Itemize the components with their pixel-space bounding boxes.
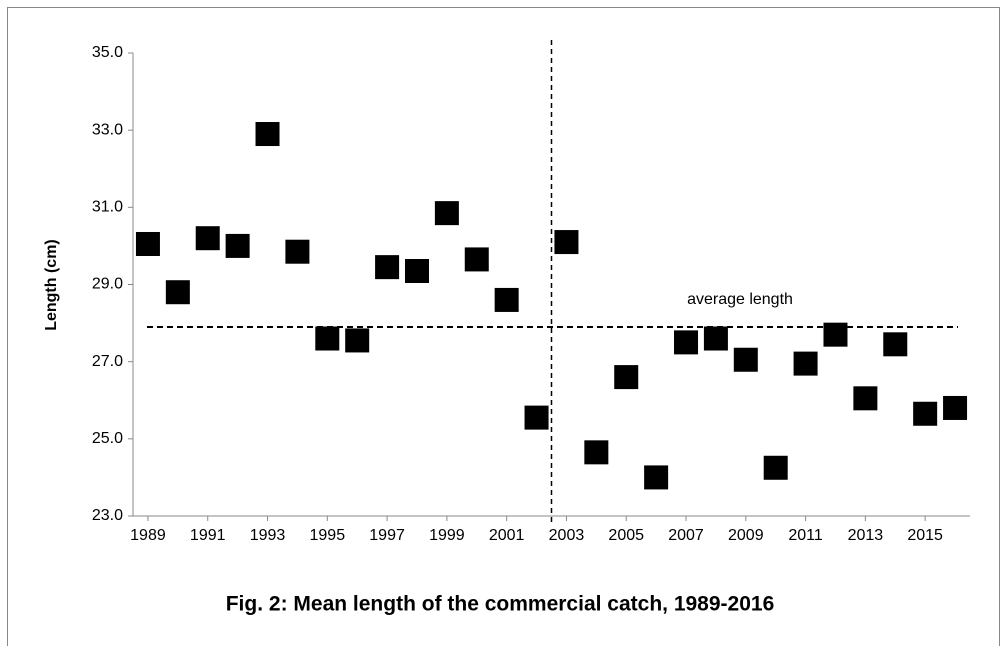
x-tick-label: 2013 bbox=[848, 527, 884, 544]
x-tick-label: 1995 bbox=[310, 527, 346, 544]
point bbox=[644, 465, 669, 490]
x-tick-label: 2003 bbox=[549, 527, 585, 544]
frame bbox=[7, 7, 1000, 646]
x-tick-label: 2011 bbox=[788, 527, 823, 544]
point bbox=[165, 280, 190, 305]
point bbox=[674, 330, 699, 355]
point bbox=[853, 386, 878, 411]
y-tick-label: 31.0 bbox=[92, 199, 123, 216]
x-tick-label: 1991 bbox=[190, 527, 226, 544]
y-axis-label: Length (cm) bbox=[43, 239, 60, 331]
point bbox=[434, 201, 459, 226]
point bbox=[225, 233, 250, 258]
x-tick-label: 1999 bbox=[429, 527, 465, 544]
point bbox=[584, 440, 609, 465]
point bbox=[883, 332, 908, 357]
x-tick-label: 1997 bbox=[369, 527, 405, 544]
point bbox=[404, 258, 429, 283]
point bbox=[494, 287, 519, 312]
x-tick-label: 2001 bbox=[489, 527, 525, 544]
point bbox=[315, 326, 340, 351]
point bbox=[464, 247, 489, 272]
point bbox=[614, 365, 639, 390]
x-tick-label: 2009 bbox=[728, 527, 764, 544]
point bbox=[554, 230, 579, 255]
y-tick-label: 29.0 bbox=[92, 276, 123, 293]
point bbox=[733, 347, 758, 372]
point bbox=[195, 226, 220, 251]
point bbox=[375, 255, 400, 280]
point bbox=[913, 401, 938, 426]
y-tick-label: 23.0 bbox=[92, 507, 123, 524]
point bbox=[524, 405, 549, 430]
point bbox=[345, 328, 370, 353]
point bbox=[703, 326, 728, 351]
y-tick-label: 25.0 bbox=[92, 430, 123, 447]
annotation: average length bbox=[687, 291, 793, 308]
x-tick-label: 2005 bbox=[608, 527, 644, 544]
point bbox=[793, 351, 818, 376]
chart-title: Fig. 2: Mean length of the commercial ca… bbox=[226, 593, 775, 616]
point bbox=[255, 122, 280, 147]
y-tick-label: 35.0 bbox=[92, 44, 123, 61]
x-tick-label: 1993 bbox=[250, 527, 286, 544]
point bbox=[823, 322, 848, 347]
point bbox=[763, 455, 788, 480]
point bbox=[135, 231, 160, 256]
x-tick-label: 2015 bbox=[907, 527, 943, 544]
y-tick-label: 27.0 bbox=[92, 353, 123, 370]
x-tick-label: 2007 bbox=[668, 527, 704, 544]
point bbox=[285, 239, 310, 264]
y-tick-label: 33.0 bbox=[92, 121, 123, 138]
point bbox=[943, 395, 968, 420]
x-tick-label: 1989 bbox=[130, 527, 166, 544]
